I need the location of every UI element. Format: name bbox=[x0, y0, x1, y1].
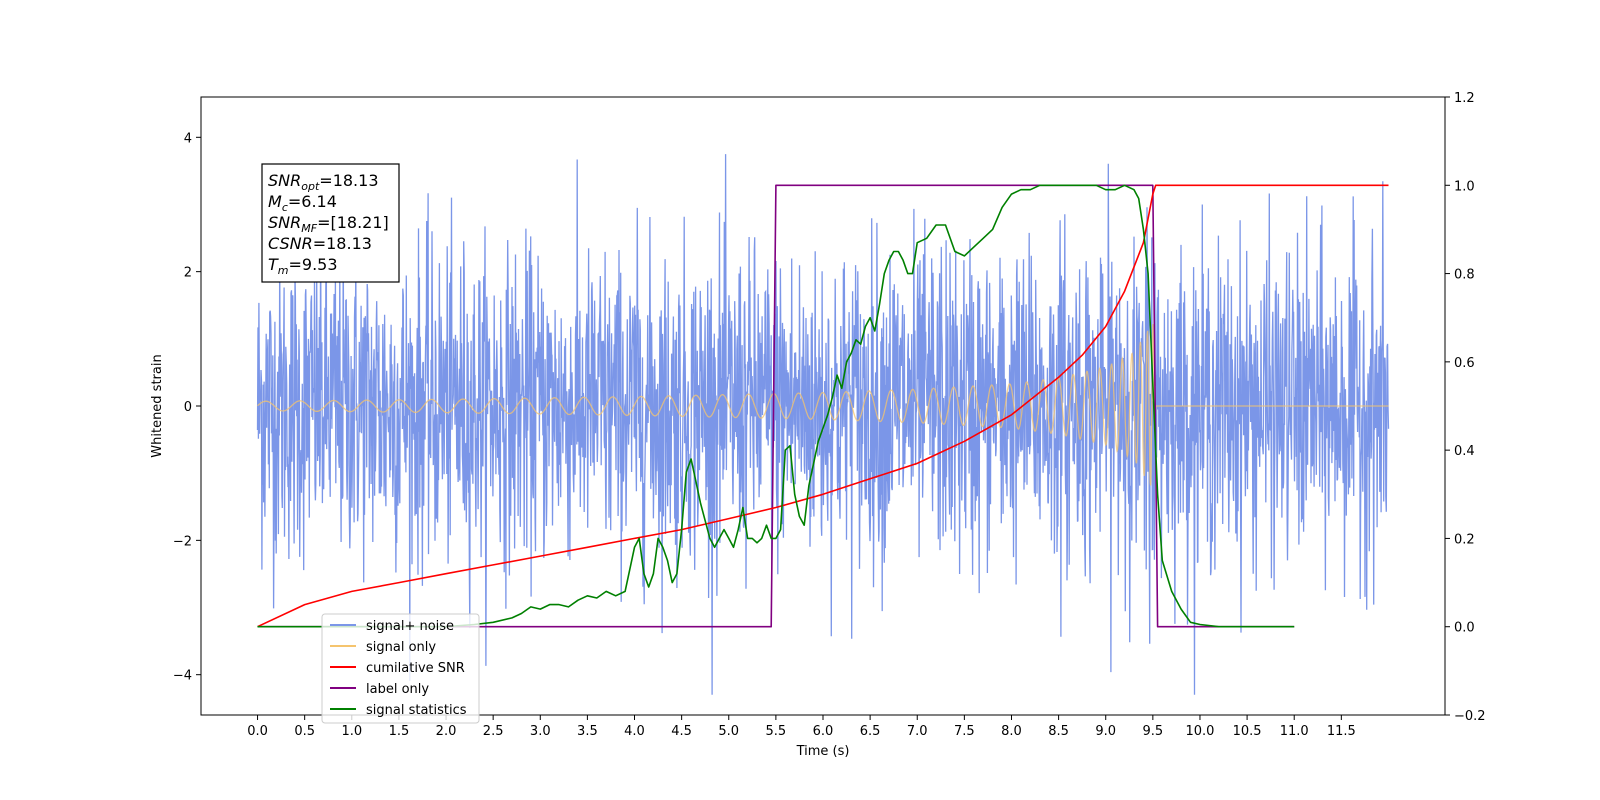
y-right-tick-label: 0.6 bbox=[1454, 356, 1475, 371]
annotation-value: =[18.21] bbox=[317, 213, 389, 232]
y-right-tick-label: 1.2 bbox=[1454, 91, 1475, 106]
legend-entry: signal statistics bbox=[366, 703, 467, 718]
annotation-symbol: T bbox=[268, 255, 279, 274]
annotation-line: Tm=9.53 bbox=[268, 255, 338, 277]
y-left-tick-label: −2 bbox=[173, 534, 192, 549]
y-axis-label: Whitened strain bbox=[150, 354, 165, 457]
x-tick-label: 7.0 bbox=[907, 724, 928, 739]
x-axis-label: Time (s) bbox=[796, 744, 850, 759]
y-left-tick-label: −4 bbox=[173, 669, 192, 684]
x-tick-label: 10.0 bbox=[1185, 724, 1214, 739]
y-right-tick-label: 0.8 bbox=[1454, 268, 1475, 283]
annotation-value: =9.53 bbox=[289, 255, 338, 274]
plot-area bbox=[256, 154, 1390, 695]
x-tick-label: 11.0 bbox=[1280, 724, 1309, 739]
y-left-tick-label: 4 bbox=[184, 131, 192, 146]
legend-entry: signal+ noise bbox=[366, 619, 454, 634]
x-tick-label: 9.0 bbox=[1095, 724, 1116, 739]
annotation-symbol: M bbox=[268, 192, 282, 211]
annotation-frame bbox=[261, 163, 400, 283]
annotation-symbol: CSNR bbox=[268, 234, 313, 253]
annotation-symbol: SNR bbox=[268, 171, 301, 190]
x-tick-label: 0.0 bbox=[247, 724, 268, 739]
x-tick-label: 5.0 bbox=[718, 724, 739, 739]
annotation-subscript: c bbox=[282, 201, 288, 214]
y-right-tick-label: 0.4 bbox=[1454, 444, 1475, 459]
x-tick-label: 3.0 bbox=[530, 724, 551, 739]
annotation-line: SNRopt=18.13 bbox=[268, 171, 379, 193]
x-tick-label: 11.5 bbox=[1327, 724, 1356, 739]
x-tick-label: 9.5 bbox=[1143, 724, 1164, 739]
x-tick-label: 6.5 bbox=[860, 724, 881, 739]
legend-entry: signal only bbox=[366, 640, 436, 655]
y-right-tick-label: 1.0 bbox=[1454, 179, 1475, 194]
y-left-tick-label: 2 bbox=[184, 266, 192, 281]
x-tick-label: 5.5 bbox=[766, 724, 787, 739]
series-signal-statistics-line bbox=[257, 184, 1295, 628]
y-left-tick-label: 0 bbox=[184, 400, 192, 415]
series-signal-noise-line bbox=[256, 154, 1390, 695]
x-tick-label: 8.5 bbox=[1048, 724, 1069, 739]
annotation-subscript: MF bbox=[301, 222, 317, 235]
x-tick-label: 4.0 bbox=[624, 724, 645, 739]
series-label-only-line bbox=[257, 184, 1295, 628]
y-right-tick-label: 0.2 bbox=[1454, 532, 1475, 547]
annotation-box: SNRopt=18.13Mc=6.14SNRMF=[18.21]CSNR=18.… bbox=[261, 163, 400, 283]
x-tick-label: 1.0 bbox=[341, 724, 362, 739]
series-cumulative-snr-line bbox=[257, 184, 1389, 628]
legend-frame bbox=[321, 613, 480, 724]
annotation-value: =6.14 bbox=[288, 192, 337, 211]
x-axis: 0.0 0.5 1.0 1.5 2.0 2.5 3.0 3.5 4.0 4.5 5.0 5.5 6.0 6… bbox=[247, 715, 1356, 739]
series-signal-only-line bbox=[257, 324, 1389, 486]
x-tick-label: 10.5 bbox=[1233, 724, 1262, 739]
annotation-symbol: SNR bbox=[268, 213, 301, 232]
annotation-subscript: opt bbox=[301, 180, 320, 193]
x-tick-label: 2.0 bbox=[436, 724, 457, 739]
y-axis-left: −4 −2 0 2 4 bbox=[173, 131, 201, 684]
annotation-line: SNRMF=[18.21] bbox=[268, 213, 389, 235]
annotation-subscript: m bbox=[278, 264, 289, 277]
y-axis-right: −0.2 0.0 0.2 0.4 0.6 0.8 1.0 1.2 bbox=[1445, 91, 1486, 724]
x-tick-label: 4.5 bbox=[671, 724, 692, 739]
annotation-line: Mc=6.14 bbox=[268, 192, 337, 214]
x-tick-label: 3.5 bbox=[577, 724, 598, 739]
y-right-tick-label: −0.2 bbox=[1454, 709, 1486, 724]
annotation-line: CSNR=18.13 bbox=[268, 234, 372, 253]
annotation-value: =18.13 bbox=[313, 234, 372, 253]
x-tick-label: 7.5 bbox=[954, 724, 975, 739]
y-right-tick-label: 0.0 bbox=[1454, 621, 1475, 636]
x-tick-label: 6.0 bbox=[813, 724, 834, 739]
legend: signal+ noise signal only cumilative SNR la… bbox=[321, 613, 480, 724]
legend-entry: label only bbox=[366, 682, 429, 697]
x-tick-label: 1.5 bbox=[389, 724, 410, 739]
annotation-value: =18.13 bbox=[319, 171, 378, 190]
x-tick-label: 8.0 bbox=[1001, 724, 1022, 739]
x-tick-label: 0.5 bbox=[294, 724, 315, 739]
legend-entry: cumilative SNR bbox=[366, 661, 465, 676]
x-tick-label: 2.5 bbox=[483, 724, 504, 739]
